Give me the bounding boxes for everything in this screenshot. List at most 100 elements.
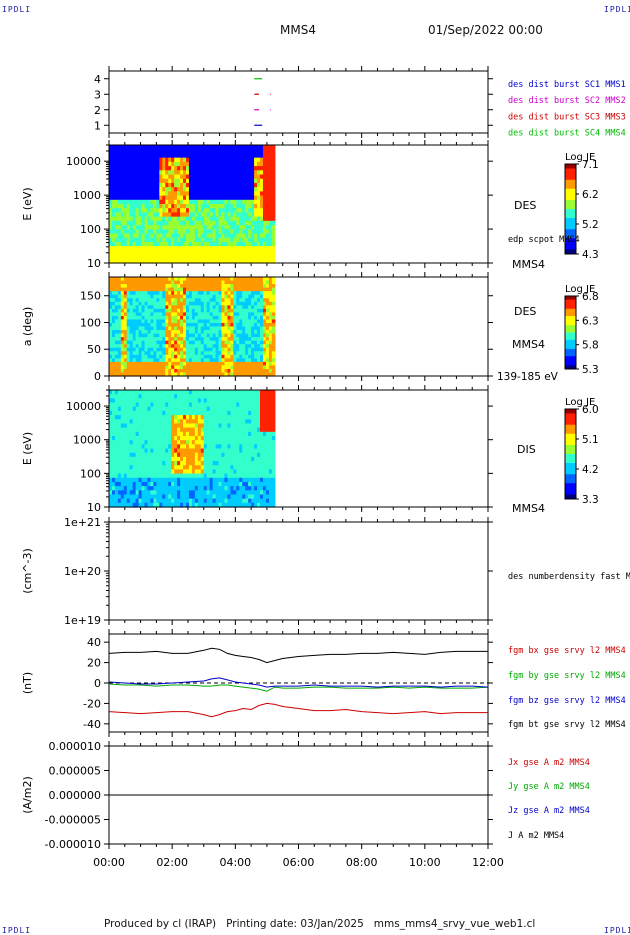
des_energy-ytick-label: 10 xyxy=(87,257,101,270)
des_energy-cell xyxy=(272,212,276,217)
des_pitch-cell xyxy=(272,365,276,369)
des_energy-spectrogram xyxy=(109,145,275,264)
burst-legend-2: des dist burst SC2 MMS2 xyxy=(508,96,626,106)
dis_energy-ytick-label: 10 xyxy=(87,501,101,514)
panel-burst: 1 2 3 4 des dist burst SC1 MMS1 des dist burs… xyxy=(94,66,626,139)
burst-ytick-label: 2 xyxy=(94,104,101,117)
dis_energy-ytick-label: 1000 xyxy=(73,434,101,447)
burst-ytick-label: 3 xyxy=(94,88,101,101)
des_pitch-cell xyxy=(272,277,276,281)
des_pitch-cell xyxy=(272,334,276,338)
des_energy-cell xyxy=(272,250,276,255)
des-energy-species: DES xyxy=(514,199,536,212)
des_pitch-cell xyxy=(272,369,276,373)
des_pitch-cell xyxy=(272,355,276,359)
des_pitch-cell xyxy=(272,316,276,320)
des_energy-colorbar-label: 7.1 xyxy=(582,159,599,171)
des_pitch-cell xyxy=(272,348,276,352)
des_pitch-ytick-label: 0 xyxy=(94,370,101,383)
des_energy-cell xyxy=(272,217,276,222)
des_energy-cell xyxy=(272,183,276,188)
des_energy-cell xyxy=(272,153,276,158)
des_pitch-cell xyxy=(272,305,276,309)
des_pitch-colorbar xyxy=(565,296,576,370)
des_energy-cell xyxy=(272,162,276,167)
des_energy-cell xyxy=(272,149,276,154)
des_energy-colorbar-label: 5.2 xyxy=(582,219,599,231)
des_pitch-cell xyxy=(272,330,276,334)
des_energy-cell xyxy=(272,187,276,192)
des_pitch-cell xyxy=(272,288,276,292)
des_energy-cell xyxy=(272,229,276,234)
burst-frame xyxy=(109,71,488,133)
des_energy-cell xyxy=(272,170,276,175)
des_pitch-cell xyxy=(272,362,276,366)
des_pitch-cell xyxy=(272,327,276,331)
des_energy-cell xyxy=(272,175,276,180)
des_energy-colorbar-label: 6.2 xyxy=(582,189,599,201)
dis_energy-spectrogram xyxy=(109,390,275,508)
des_energy-cell xyxy=(272,196,276,201)
dis_energy-ytick-label: 10000 xyxy=(66,400,101,413)
des_pitch-ytick-label: 100 xyxy=(80,316,101,329)
dis_energy-ytick-label: 100 xyxy=(80,467,101,480)
des-pitch-energy-range: 139-185 eV xyxy=(497,371,559,383)
des_pitch-cell xyxy=(272,302,276,306)
des_energy-cell xyxy=(272,158,276,163)
des_energy-cell xyxy=(272,166,276,171)
des_pitch-cell xyxy=(272,323,276,327)
des_pitch-cell xyxy=(272,291,276,295)
des_pitch-colorbar-label: 5.3 xyxy=(582,364,599,376)
des_pitch-cell xyxy=(272,319,276,323)
des_pitch-cell xyxy=(272,341,276,345)
des_energy-cell xyxy=(272,208,276,213)
des_pitch-cell xyxy=(272,309,276,313)
des_pitch-cell xyxy=(272,312,276,316)
des_pitch-ytick-label: 50 xyxy=(87,343,101,356)
burst-ytick-label: 4 xyxy=(94,73,101,86)
dis_energy-ylabel: E (eV) xyxy=(21,432,34,465)
des_pitch-cell xyxy=(272,351,276,355)
des_energy-ytick-label: 1000 xyxy=(73,189,101,202)
des_pitch-cell xyxy=(272,295,276,299)
burst-legend-4: des dist burst SC4 MMS4 xyxy=(508,129,626,139)
des_energy-cell xyxy=(272,179,276,184)
burst-legend-3: des dist burst SC3 MMS3 xyxy=(508,112,626,122)
des_pitch-cell xyxy=(272,337,276,341)
des_pitch-colorbar-label: 6.3 xyxy=(582,315,599,327)
des_energy-colorbar-label: 4.3 xyxy=(582,249,599,261)
des_pitch-cell xyxy=(272,344,276,348)
des_pitch-colorbar-label: 5.8 xyxy=(582,340,599,352)
des-energy-spacecraft: MMS4 xyxy=(512,258,545,271)
des_energy-cell xyxy=(272,234,276,239)
des_pitch-ytick-label: 150 xyxy=(80,290,101,303)
des_energy-cell xyxy=(272,221,276,226)
des_energy-cell xyxy=(272,246,276,251)
des_energy-cell xyxy=(272,204,276,209)
des_pitch-colorbar-label: 6.8 xyxy=(582,291,599,303)
des_pitch-spectrogram xyxy=(109,277,275,377)
des_pitch-cell xyxy=(272,358,276,362)
des_energy-cell xyxy=(272,255,276,260)
burst-ytick-label: 1 xyxy=(94,119,101,132)
des_energy-ylabel: E (eV) xyxy=(21,187,34,220)
des_energy-cell xyxy=(272,145,276,150)
des_pitch-cell xyxy=(272,284,276,288)
des-pitch-spacecraft: MMS4 xyxy=(512,338,545,351)
des_energy-cell xyxy=(272,242,276,247)
des_pitch-cell xyxy=(272,298,276,302)
des_energy-cell xyxy=(272,225,276,230)
burst-legend-1: des dist burst SC1 MMS1 xyxy=(508,80,626,90)
des_energy-cell xyxy=(272,191,276,196)
des_energy-ytick-label: 10000 xyxy=(66,155,101,168)
des_pitch-cell xyxy=(272,281,276,285)
des_energy-cell xyxy=(272,238,276,243)
des_pitch-ylabel: a (deg) xyxy=(21,307,34,347)
des-energy-overlay: edp scpot MMS4 xyxy=(508,235,580,245)
des_energy-ytick-label: 100 xyxy=(80,223,101,236)
des_energy-cell xyxy=(272,200,276,205)
